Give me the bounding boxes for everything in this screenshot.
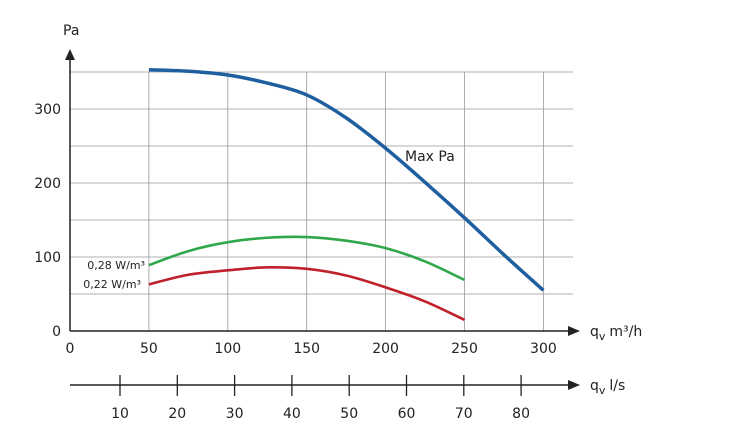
x-tick-label: 150: [293, 341, 320, 357]
x-tick-label: 300: [530, 341, 557, 357]
y-tick-label: 100: [34, 250, 61, 266]
axes: 0 50 100 150 200 250 300 0 100 200 300 10 20 30 40 50 60…: [34, 49, 580, 422]
y-tick-label: 200: [34, 176, 61, 192]
x2-tick-label: 30: [226, 406, 244, 422]
grid: [70, 71, 573, 331]
x-tick-label: 200: [372, 341, 399, 357]
x2-tick-label: 80: [512, 406, 530, 422]
legend-022: 0,22 W/m³: [83, 278, 141, 291]
x-tick-label: 250: [451, 341, 478, 357]
series-line-1: [148, 235, 466, 282]
y-tick-label: 0: [52, 324, 61, 340]
x2-tick-label: 60: [398, 406, 416, 422]
y-axis-label: Pa: [63, 23, 79, 39]
x2-tick-label: 40: [283, 406, 301, 422]
x2-axis-arrow: [568, 380, 580, 390]
x-tick-label: 0: [66, 341, 75, 357]
x2-axis-label: qv l/s: [590, 378, 625, 397]
x-tick-label: 50: [140, 341, 158, 357]
x-tick-label: 100: [214, 341, 241, 357]
x2-tick-label: 50: [340, 406, 358, 422]
legend-max-pa: Max Pa: [405, 149, 455, 165]
series-line-2: [148, 265, 466, 322]
x-axis-label: qv m³/h: [590, 324, 642, 343]
x2-tick-label: 20: [168, 406, 186, 422]
y-axis-arrow: [65, 49, 75, 60]
series-line-0: [148, 68, 545, 292]
y-tick-label: 300: [34, 102, 61, 118]
legend-028: 0,28 W/m³: [87, 259, 145, 272]
series-layer: [148, 68, 545, 322]
x2-tick-label: 70: [455, 406, 473, 422]
x2-tick-label: 10: [111, 406, 129, 422]
x-axis-arrow: [568, 326, 580, 336]
